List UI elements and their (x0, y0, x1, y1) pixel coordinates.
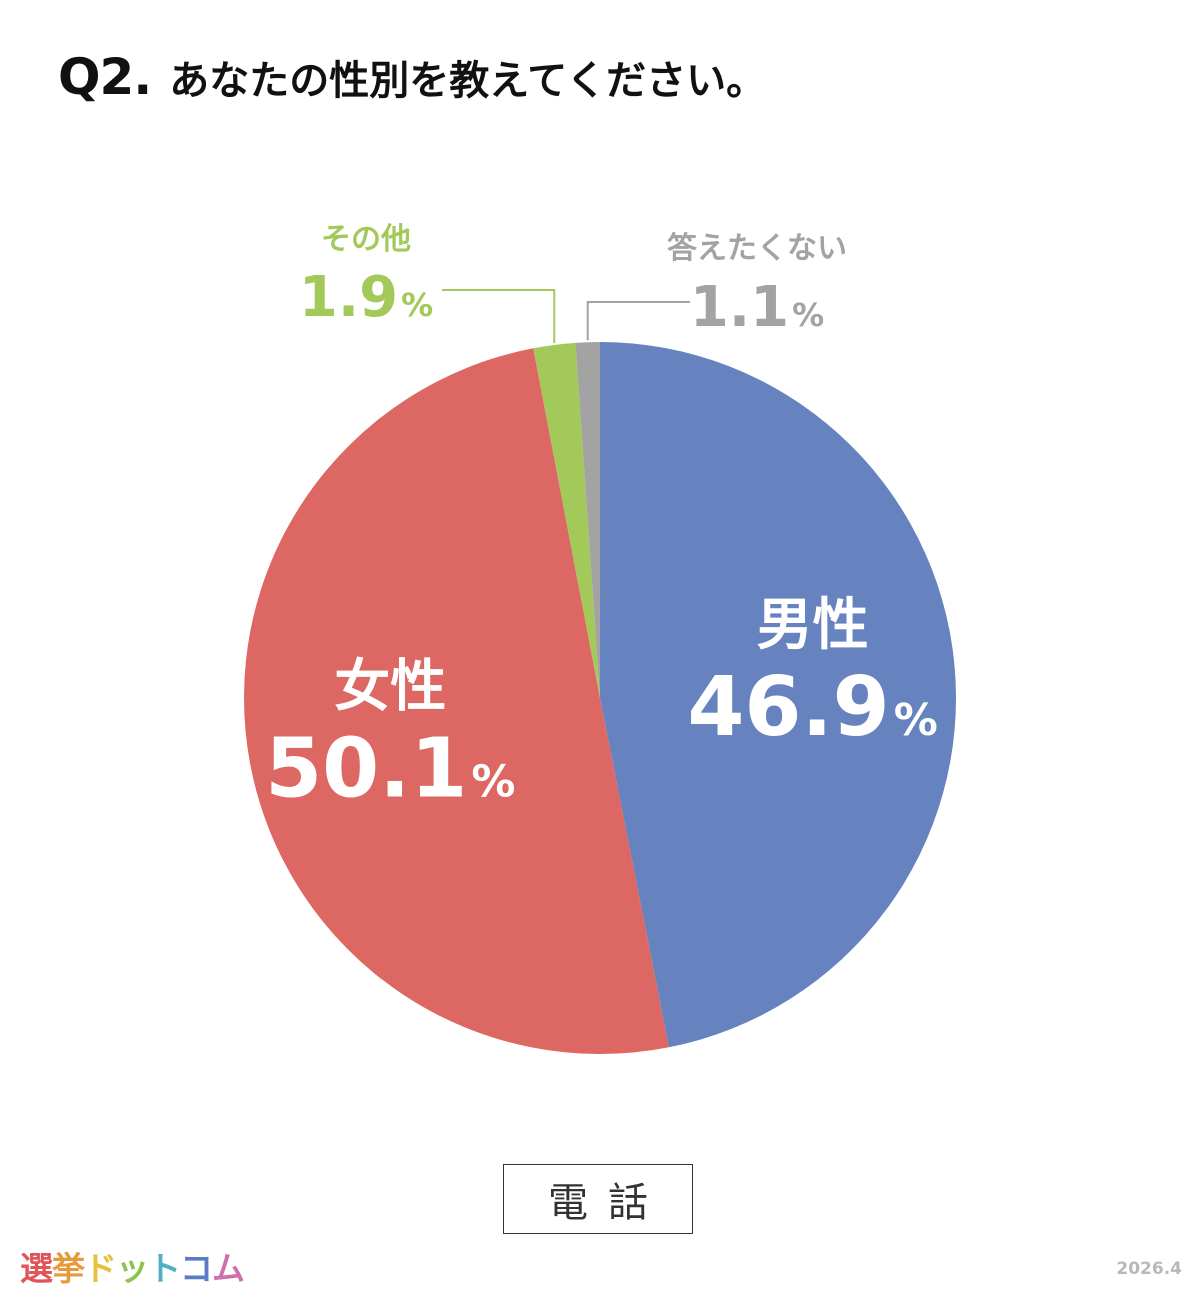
slice-value: 50.1% (265, 722, 515, 817)
brand-char: 挙 (52, 1249, 85, 1288)
chart-title: Q2. あなたの性別を教えてください。 (58, 48, 766, 106)
slice-value: 46.9% (687, 660, 937, 755)
survey-mode-label: 電話 (548, 1180, 668, 1226)
pie-slice (575, 342, 600, 698)
pie-slice (533, 342, 600, 698)
pie-slice (600, 342, 956, 1048)
brand-logo: 選挙ドットコム (20, 1242, 245, 1290)
brand-char: ム (212, 1249, 245, 1288)
leader-line (586, 301, 690, 341)
slice-label: 女性 (334, 655, 446, 720)
slice-label: 答えたくない (667, 231, 847, 266)
leader-line (442, 289, 556, 343)
brand-char: ド (84, 1249, 117, 1288)
survey-mode-badge: 電話 (503, 1164, 693, 1234)
brand-char: ッ (116, 1249, 149, 1288)
pie-slice (243, 348, 669, 1055)
slice-value: 1.9% (299, 265, 433, 330)
slice-label: その他 (321, 222, 411, 257)
slice-value: 1.1% (690, 275, 824, 340)
brand-char: 選 (20, 1249, 53, 1288)
question-number: Q2. (58, 48, 152, 106)
slice-label: 男性 (757, 593, 869, 658)
question-text: あなたの性別を教えてください。 (169, 58, 767, 104)
brand-char: ト (148, 1249, 181, 1288)
brand-char: コ (180, 1249, 213, 1288)
survey-date: 2026.4 (1116, 1259, 1182, 1279)
